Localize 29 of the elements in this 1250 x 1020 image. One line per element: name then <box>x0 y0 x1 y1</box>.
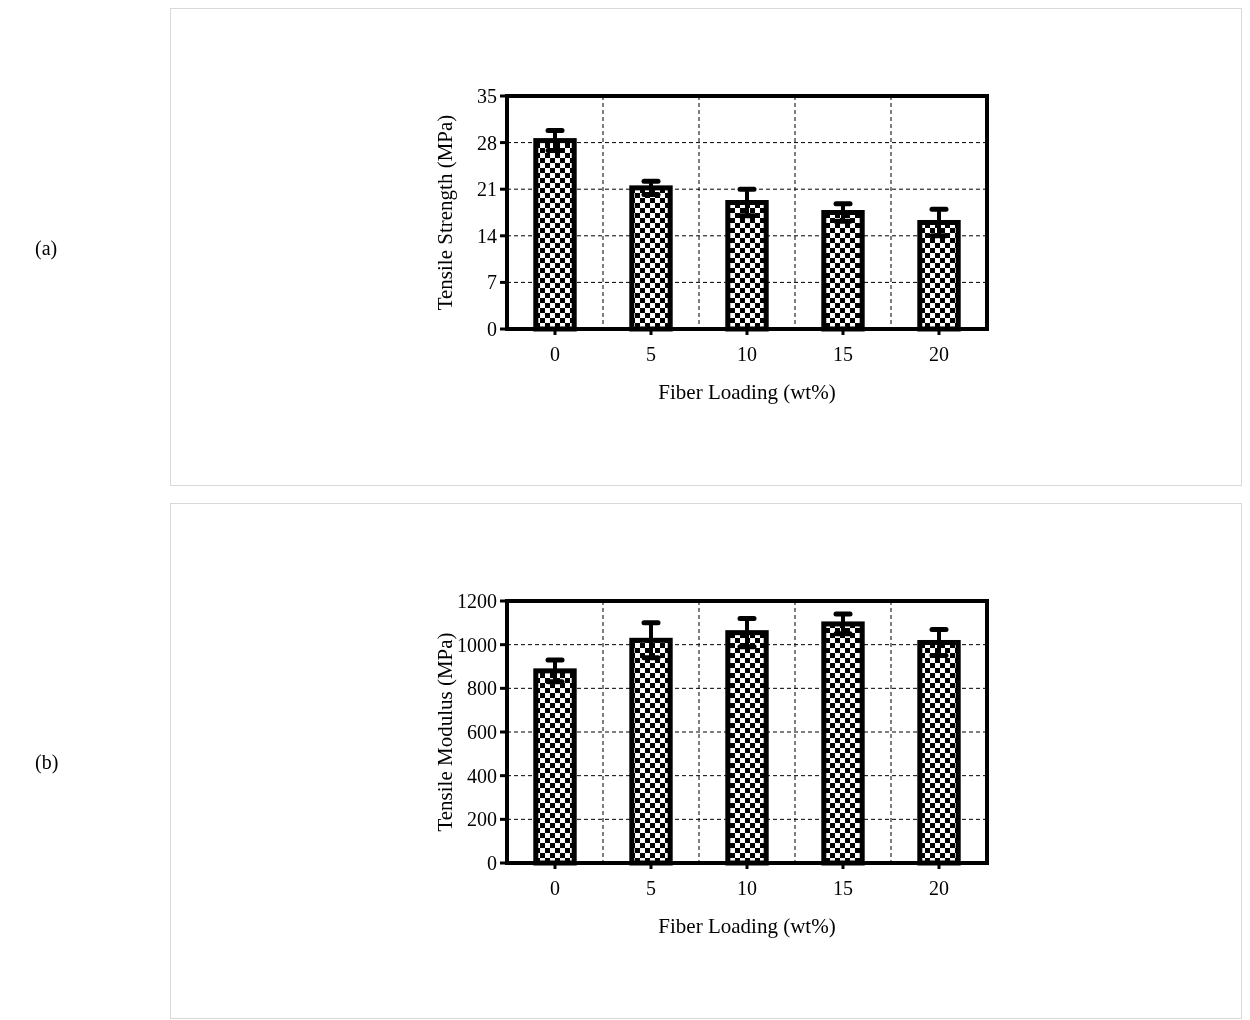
y-tick-label: 21 <box>477 178 497 201</box>
x-tick-label: 0 <box>550 877 560 899</box>
x-axis-title: Fiber Loading (wt%) <box>658 380 836 404</box>
y-tick-label: 0 <box>487 852 497 874</box>
y-tick-label: 800 <box>467 677 497 700</box>
y-tick-label: 600 <box>467 721 497 743</box>
y-tick-label: 1200 <box>457 590 497 612</box>
x-tick-label: 5 <box>646 343 656 365</box>
text: (a) <box>35 237 58 260</box>
x-tick-label: 15 <box>833 877 853 899</box>
x-tick-label: 10 <box>737 877 757 899</box>
x-tick-label: 10 <box>737 343 757 365</box>
y-tick-label: 35 <box>477 85 497 107</box>
x-tick-label: 15 <box>833 343 853 365</box>
y-tick-label: 0 <box>487 318 497 340</box>
x-tick-label: 0 <box>550 343 560 365</box>
y-tick-label: 1000 <box>457 633 497 656</box>
y-tick-label: 14 <box>477 224 497 247</box>
x-axis-title: Fiber Loading (wt%) <box>658 914 836 938</box>
x-tick-label: 20 <box>929 877 949 899</box>
y-axis-title: Tensile Modulus (MPa) <box>433 632 457 832</box>
x-tick-label: 5 <box>646 877 656 899</box>
text: (b) <box>35 751 59 774</box>
y-tick-label: 7 <box>487 271 497 294</box>
y-tick-label: 200 <box>467 808 497 831</box>
y-axis-title: Tensile Strength (MPa) <box>433 114 457 311</box>
x-tick-label: 20 <box>929 343 949 365</box>
y-tick-label: 400 <box>467 764 497 787</box>
y-tick-label: 28 <box>477 131 497 154</box>
